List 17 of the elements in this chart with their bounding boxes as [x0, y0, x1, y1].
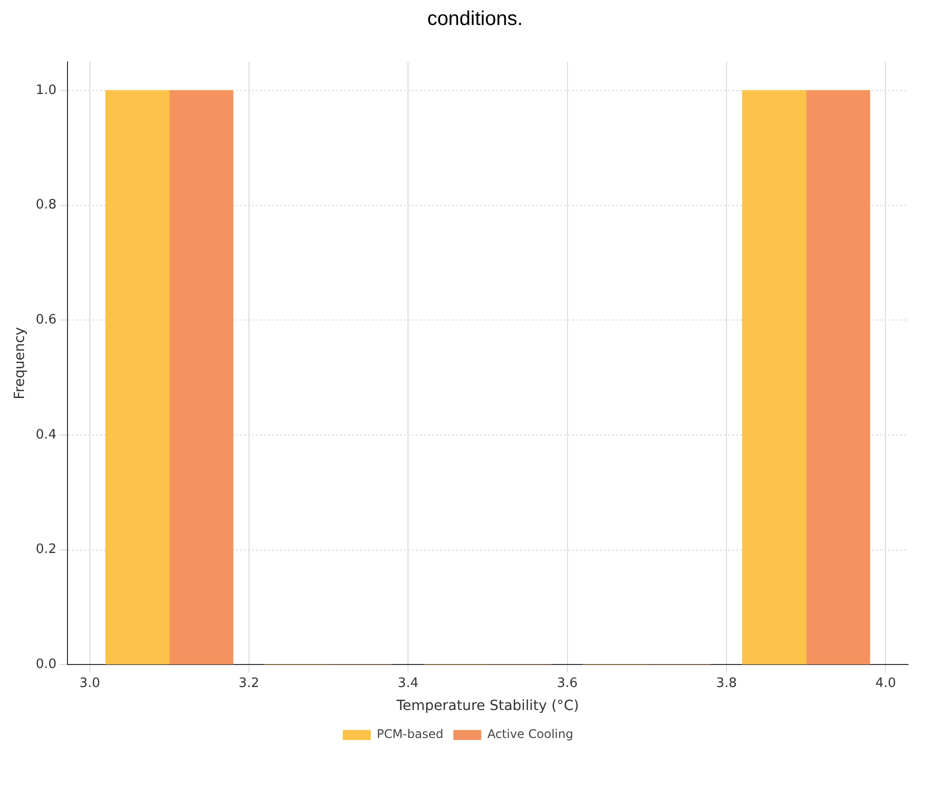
y-tick-label: 0.0: [36, 656, 56, 672]
y-axis-title: Frequency: [12, 327, 28, 400]
y-tick-label: 1.0: [36, 82, 56, 98]
y-tick-label: 0.6: [36, 312, 56, 328]
x-tick-label: 3.6: [556, 676, 578, 691]
y-tick-label: 0.8: [36, 198, 56, 213]
x-tick-label: 3.4: [398, 676, 418, 691]
x-tick-label: 3.0: [79, 676, 100, 691]
text: conditions.: [426, 8, 524, 31]
x-tick-label: 3.8: [716, 676, 737, 691]
legend-label: Active Cooling: [487, 727, 574, 742]
x-tick-label: 3.2: [238, 676, 260, 691]
y-tick-label: 0.2: [36, 542, 56, 558]
y-tick-label: 0.4: [36, 427, 56, 442]
legend-label: PCM-based: [376, 727, 444, 742]
x-axis-title: Temperature Stability (°C): [395, 698, 580, 714]
x-tick-label: 4.0: [875, 676, 896, 691]
